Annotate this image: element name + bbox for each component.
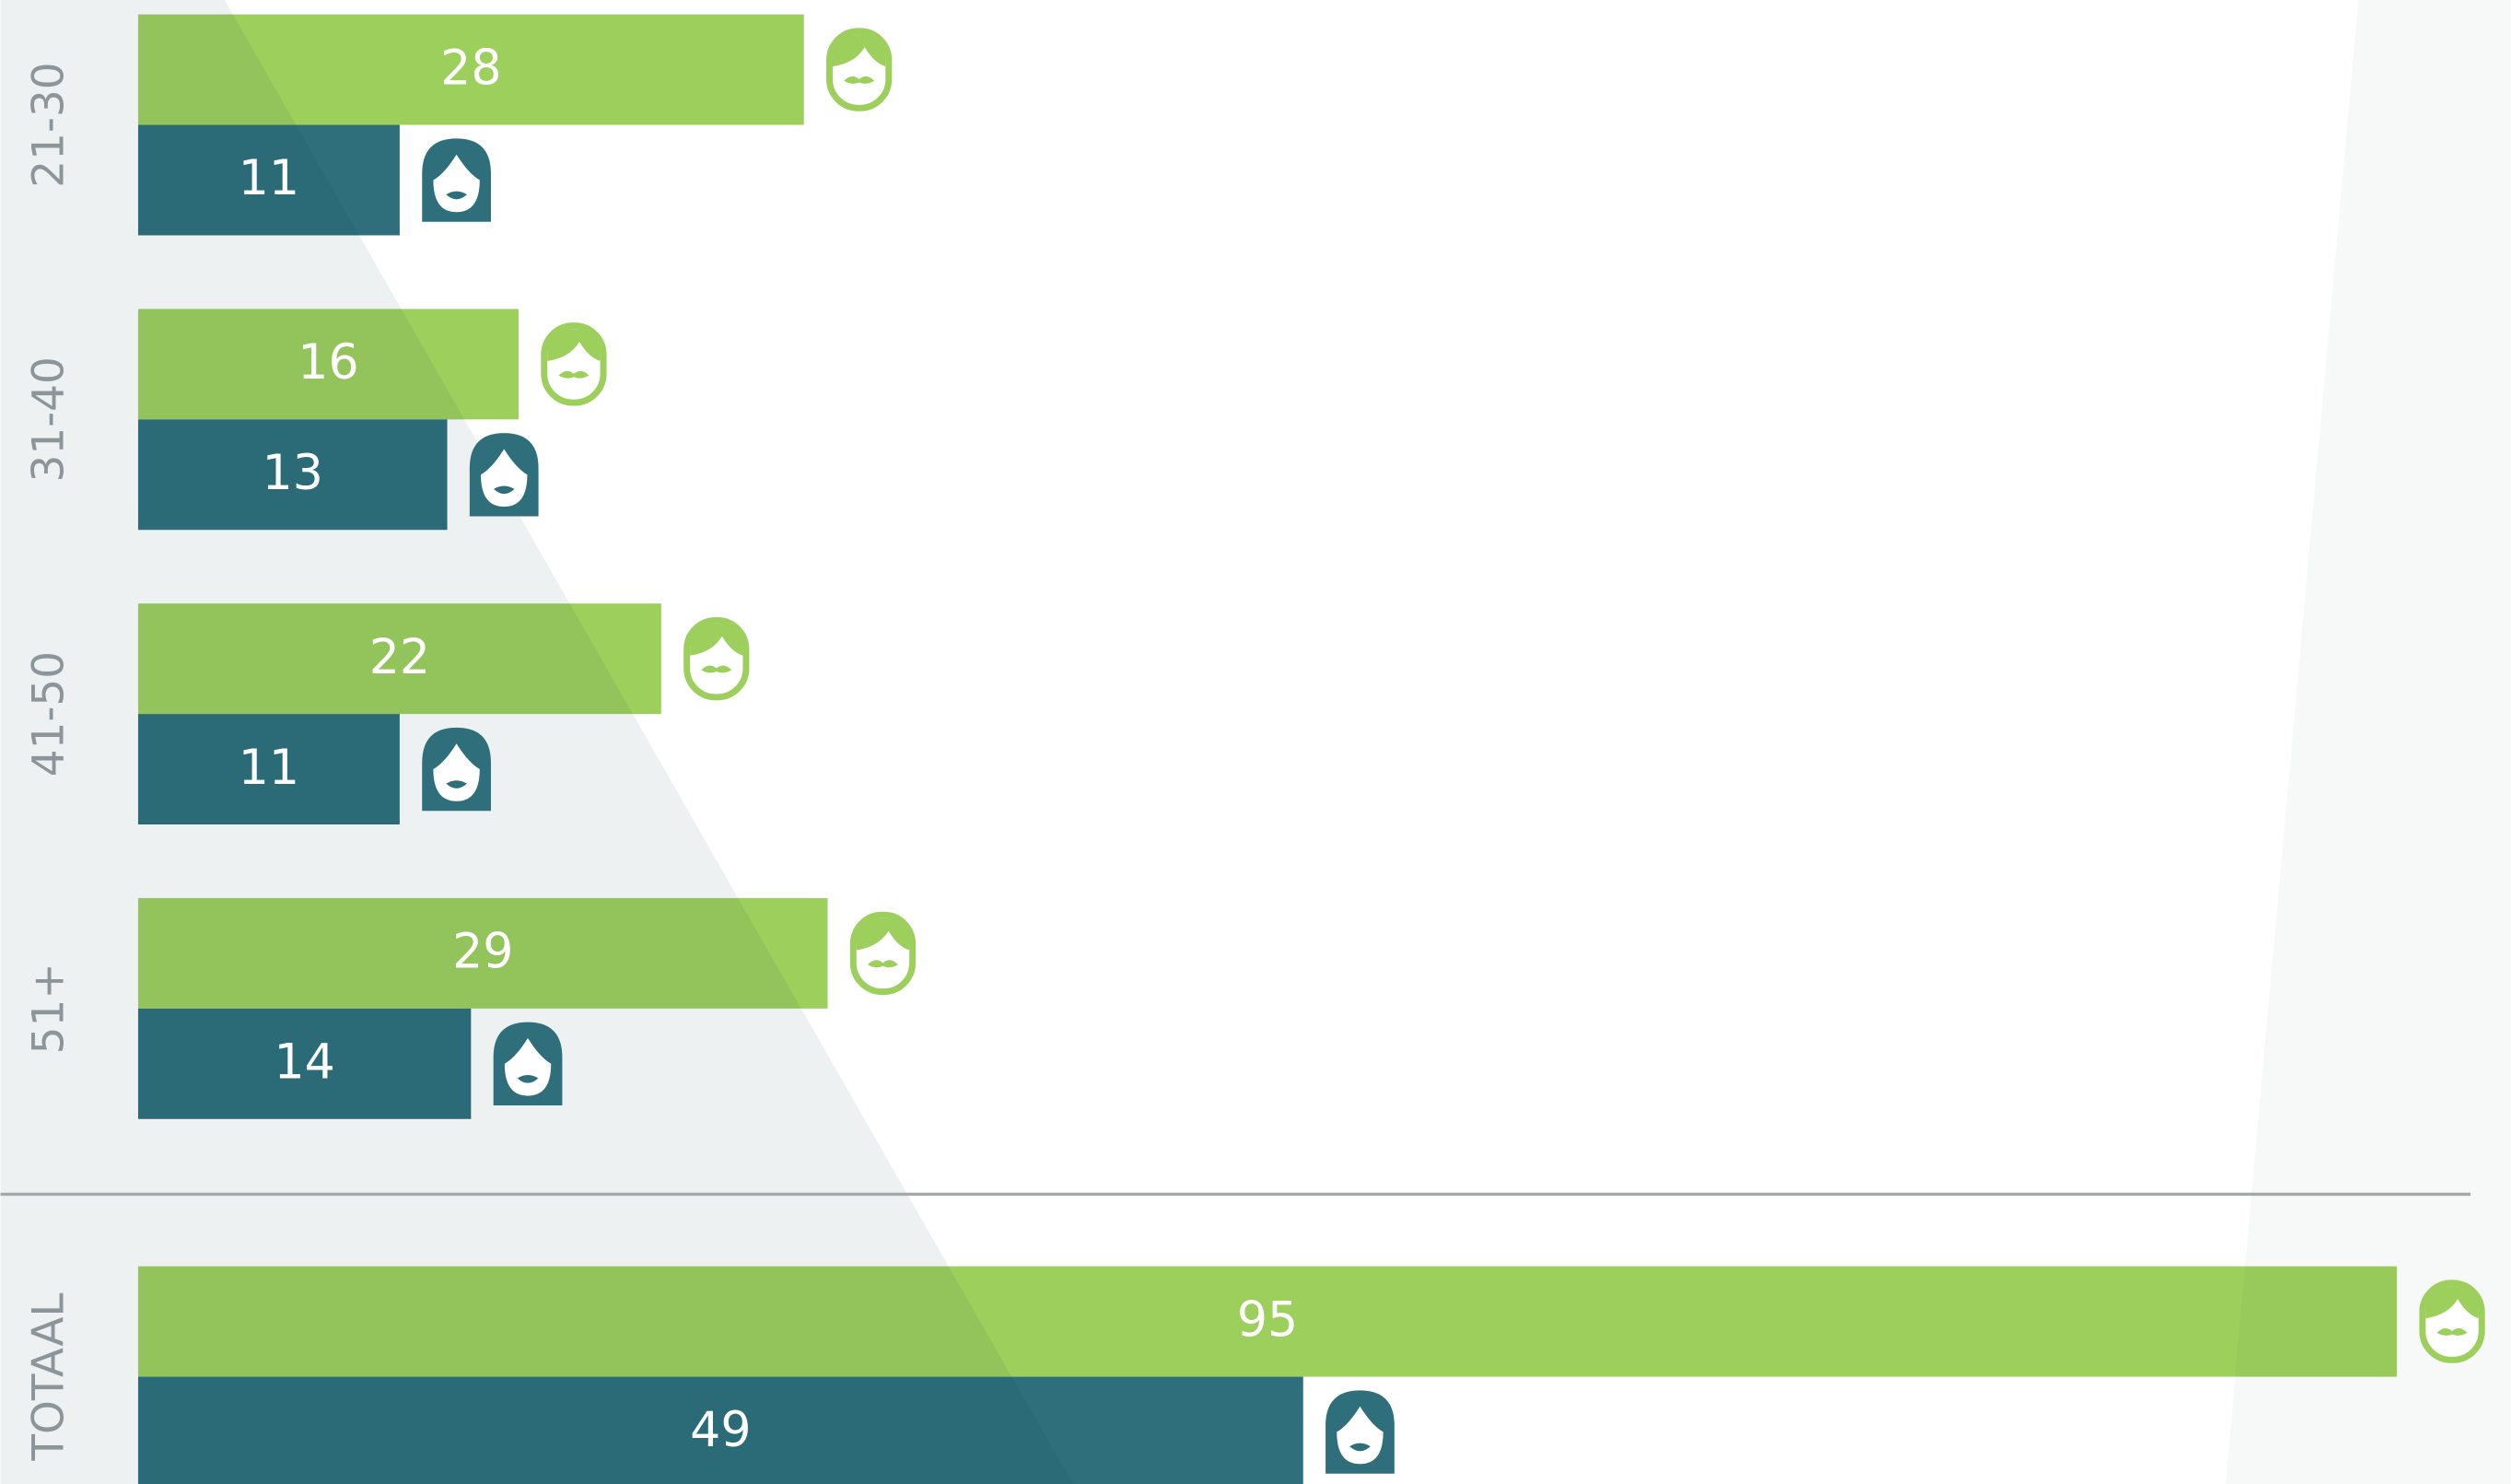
bar (137, 1266, 2398, 1377)
value-label: 49 (690, 1403, 751, 1458)
value-label: 22 (369, 630, 430, 685)
value-label: 11 (239, 151, 299, 206)
icon-mustache (558, 370, 590, 379)
icon-face (433, 743, 480, 801)
icon-hair (2425, 1286, 2479, 1319)
icon-face (481, 449, 528, 508)
icon-lips (517, 1074, 539, 1083)
bar (137, 419, 448, 531)
icon-mustache (867, 960, 898, 968)
bars (137, 14, 2398, 1484)
shade-left (0, 0, 1073, 1484)
bar (137, 309, 519, 420)
man-icon (826, 28, 893, 111)
labels: 21-30 28 11 31-40 16 13 41-50 22 11 51+ 29 14 TOTAAL… (24, 28, 2485, 1474)
woman-icon (422, 138, 491, 222)
bar (137, 1376, 1303, 1484)
bar (137, 714, 400, 824)
icon-lips (1349, 1443, 1371, 1452)
man-icon (541, 322, 607, 406)
woman-icon (493, 1022, 563, 1105)
icon-face (433, 154, 480, 213)
value-label: 14 (274, 1035, 334, 1091)
category-label: 21-30 (24, 62, 75, 187)
bar (137, 1008, 472, 1119)
category-label: 51+ (24, 963, 75, 1054)
value-label: 11 (239, 741, 299, 796)
icon-mustache (701, 665, 732, 673)
value-label: 95 (1237, 1292, 1298, 1348)
man-icon (2419, 1280, 2485, 1363)
icon-hair (856, 917, 910, 951)
value-label: 13 (263, 446, 323, 501)
icon-face (504, 1038, 552, 1096)
icon-lips (493, 485, 515, 495)
icon-hair (690, 623, 743, 656)
icon-hair (832, 34, 886, 67)
man-icon (849, 911, 917, 996)
icon-lips (446, 191, 467, 200)
icon-mustache (844, 76, 875, 84)
category-label: 41-50 (24, 651, 75, 777)
bar (137, 14, 804, 125)
woman-icon (1326, 1390, 1395, 1474)
woman-icon (469, 433, 539, 517)
man-icon (683, 616, 750, 701)
category-label: TOTAAL (24, 1292, 75, 1461)
icon-mustache (2436, 1327, 2468, 1336)
icon-lips (446, 780, 467, 789)
category-label: 31-40 (24, 356, 75, 482)
value-label: 29 (452, 925, 513, 980)
icon-hair (547, 329, 601, 361)
woman-icon (422, 727, 491, 812)
bar (137, 603, 661, 715)
bar (137, 897, 828, 1009)
value-label: 28 (440, 41, 501, 96)
value-label: 16 (298, 335, 358, 391)
bar (137, 124, 400, 236)
icon-face (1337, 1406, 1384, 1465)
